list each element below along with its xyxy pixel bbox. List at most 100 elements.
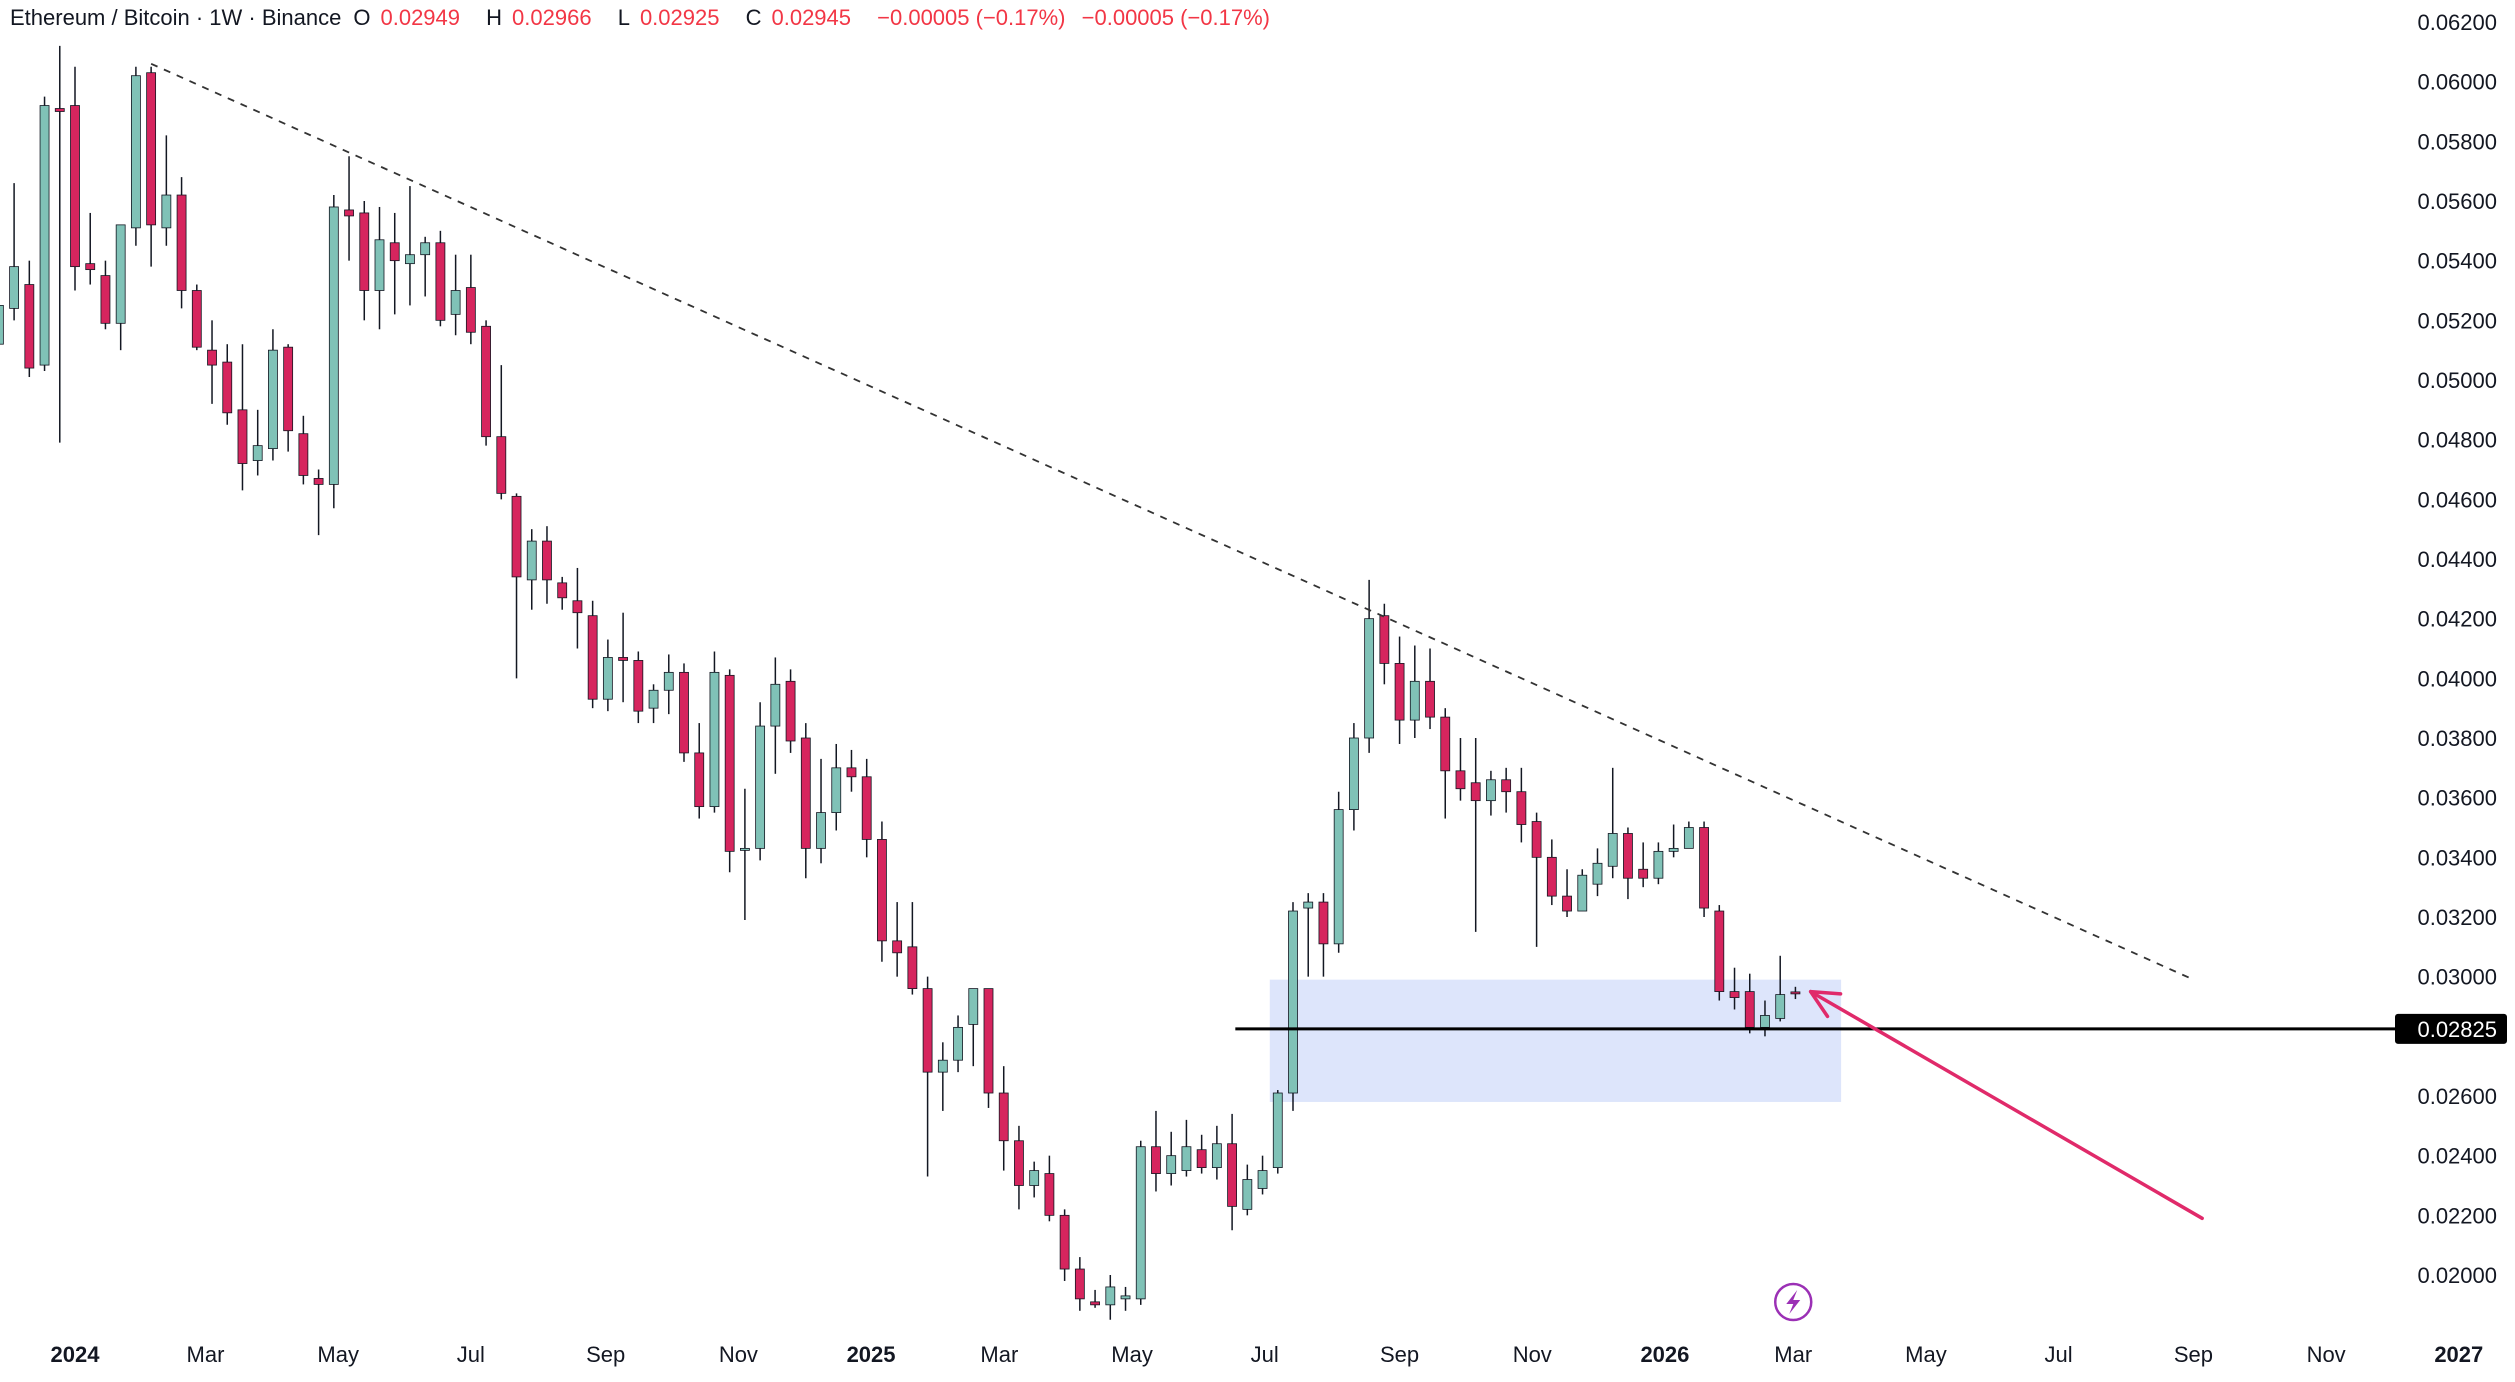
candle[interactable] <box>755 702 766 861</box>
candle[interactable] <box>389 212 400 315</box>
candle[interactable] <box>1470 738 1481 932</box>
candle[interactable] <box>1090 1289 1100 1308</box>
candle[interactable] <box>161 135 172 246</box>
candle[interactable] <box>1166 1131 1177 1186</box>
candle[interactable] <box>846 749 857 792</box>
symbol-title[interactable]: Ethereum / Bitcoin · 1W · Binance <box>10 5 342 30</box>
candle[interactable] <box>54 45 65 443</box>
candle[interactable] <box>1181 1119 1192 1177</box>
candle[interactable] <box>1318 893 1329 977</box>
candle[interactable] <box>998 1066 1009 1171</box>
candle[interactable] <box>1546 839 1557 906</box>
candle[interactable] <box>39 96 50 372</box>
candle[interactable] <box>907 902 918 995</box>
candle[interactable] <box>572 567 583 649</box>
candle[interactable] <box>1653 842 1664 885</box>
candle[interactable] <box>587 600 598 709</box>
candle[interactable] <box>1790 986 1801 1000</box>
candle[interactable] <box>679 663 689 762</box>
candle[interactable] <box>1029 1161 1040 1198</box>
candle[interactable] <box>328 195 339 509</box>
demand-zone[interactable] <box>1269 979 1842 1102</box>
candle[interactable] <box>694 723 705 819</box>
candle[interactable] <box>1699 821 1709 917</box>
candle[interactable] <box>1607 767 1618 879</box>
candle[interactable] <box>618 612 628 703</box>
candle[interactable] <box>1379 603 1390 685</box>
candle[interactable] <box>1242 1164 1253 1216</box>
candle[interactable] <box>1729 967 1740 1010</box>
candle[interactable] <box>405 186 415 306</box>
candle[interactable] <box>648 684 659 724</box>
candle[interactable] <box>298 415 309 485</box>
candle[interactable] <box>892 902 903 977</box>
candle[interactable] <box>1562 869 1572 917</box>
candle[interactable] <box>1120 1286 1131 1311</box>
candle[interactable] <box>1668 824 1679 858</box>
candle[interactable] <box>1638 842 1649 888</box>
arrow-annotation[interactable] <box>1808 989 2204 1221</box>
candle[interactable] <box>450 254 461 336</box>
candle[interactable] <box>1333 791 1344 953</box>
candle[interactable] <box>283 344 294 452</box>
candle[interactable] <box>877 821 887 962</box>
candle[interactable] <box>24 260 35 378</box>
candle[interactable] <box>831 743 842 831</box>
candle[interactable] <box>709 651 720 813</box>
candle[interactable] <box>1486 770 1496 816</box>
candle[interactable] <box>770 657 781 774</box>
candle[interactable] <box>1303 893 1314 977</box>
candle[interactable] <box>1364 579 1375 753</box>
candle[interactable] <box>740 788 750 920</box>
candle[interactable] <box>1623 827 1633 900</box>
candle[interactable] <box>207 320 217 404</box>
candle[interactable] <box>1516 767 1527 843</box>
candle[interactable] <box>542 526 552 604</box>
candle[interactable] <box>1349 723 1359 831</box>
candle[interactable] <box>420 236 431 297</box>
candle[interactable] <box>1592 848 1603 897</box>
candle[interactable] <box>1044 1155 1055 1222</box>
candle[interactable] <box>1257 1155 1268 1195</box>
candle[interactable] <box>1440 708 1451 819</box>
candle[interactable] <box>252 409 263 476</box>
candle[interactable] <box>146 66 157 267</box>
candle[interactable] <box>70 66 80 291</box>
candle[interactable] <box>557 576 568 610</box>
candle[interactable] <box>1409 645 1420 738</box>
candle[interactable] <box>983 988 994 1108</box>
candle[interactable] <box>937 1042 948 1111</box>
candle[interactable] <box>633 651 644 724</box>
candle[interactable] <box>1531 812 1542 947</box>
candle[interactable] <box>1135 1140 1146 1305</box>
lightning-bolt-icon[interactable] <box>1774 1282 1813 1322</box>
candle[interactable] <box>9 183 20 321</box>
candle[interactable] <box>663 654 674 715</box>
candle[interactable] <box>1455 738 1466 801</box>
candle[interactable] <box>1151 1110 1161 1192</box>
candle[interactable] <box>268 329 278 461</box>
candle[interactable] <box>968 988 979 1067</box>
candle[interactable] <box>800 723 811 879</box>
candle[interactable] <box>1059 1209 1070 1281</box>
candle[interactable] <box>0 291 4 381</box>
trendline[interactable] <box>150 62 2194 981</box>
candle[interactable] <box>1394 636 1405 744</box>
candle[interactable] <box>435 230 446 327</box>
candle[interactable] <box>1501 767 1512 813</box>
candle[interactable] <box>465 254 476 345</box>
candle[interactable] <box>1425 648 1435 730</box>
candle[interactable] <box>374 206 385 330</box>
price-axis[interactable]: 0.06200 0.06000 0.05800 0.05600 0.05400 0.052… <box>2395 10 2507 1288</box>
candle[interactable] <box>861 758 872 858</box>
candle[interactable] <box>1014 1125 1024 1210</box>
time-axis[interactable]: 2024 Mar May Jul Sep Nov 2025 Mar May Jul Sep Nov 20… <box>51 1282 2484 1367</box>
candle[interactable] <box>191 284 202 351</box>
candle[interactable] <box>816 758 826 864</box>
candle[interactable] <box>1683 821 1694 849</box>
candle[interactable] <box>1288 902 1298 1111</box>
support-price-label[interactable]: 0.02825 <box>2395 1013 2507 1044</box>
candle[interactable] <box>1272 1090 1283 1174</box>
candle[interactable] <box>922 976 933 1177</box>
